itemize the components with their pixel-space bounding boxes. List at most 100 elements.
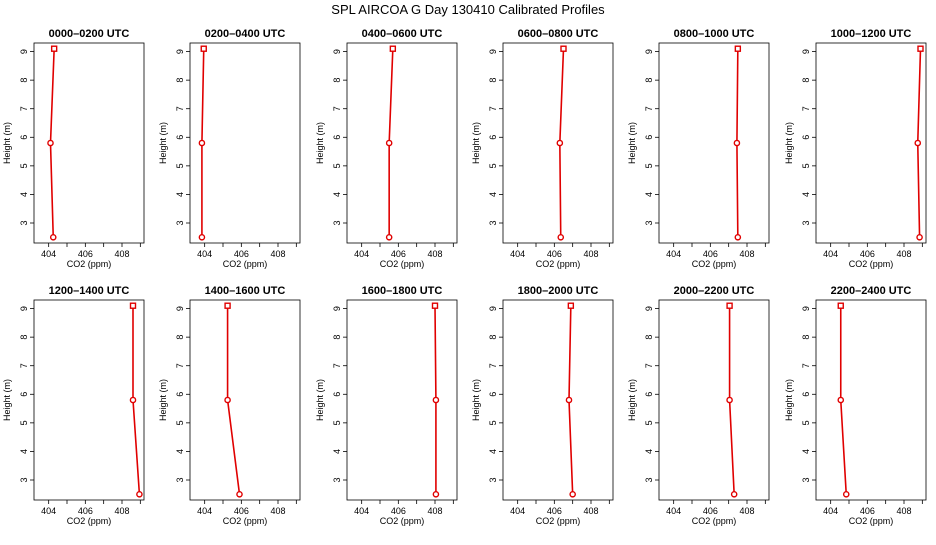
x-axis-label: CO2 (ppm)	[692, 516, 737, 526]
y-tick-label: 6	[644, 392, 654, 397]
y-tick-label: 6	[801, 135, 811, 140]
y-axis-label: Height (m)	[315, 122, 325, 164]
y-tick-label: 6	[488, 135, 498, 140]
data-point	[385, 139, 393, 147]
plot-frame	[33, 299, 145, 501]
panel-title: 0600–0800 UTC	[518, 28, 599, 40]
y-tick-label: 9	[332, 306, 342, 311]
y-tick-label: 5	[175, 420, 185, 425]
panel-title: 1000–1200 UTC	[831, 28, 912, 40]
y-tick-label: 8	[488, 78, 498, 83]
y-tick-label: 6	[175, 392, 185, 397]
y-tick-label: 5	[488, 163, 498, 168]
y-tick-label: 8	[332, 78, 342, 83]
y-tick-label: 4	[801, 192, 811, 197]
y-tick-label: 5	[801, 420, 811, 425]
plot-frame	[502, 299, 614, 501]
y-tick-label: 8	[644, 78, 654, 83]
x-tick-label: 408	[739, 506, 754, 516]
y-tick-label: 3	[19, 477, 29, 482]
x-tick-label: 404	[823, 249, 838, 259]
data-point	[914, 139, 922, 147]
panel-title: 2200–2400 UTC	[831, 285, 912, 297]
data-point	[200, 45, 207, 52]
y-tick-label: 4	[488, 192, 498, 197]
data-point	[726, 302, 733, 309]
x-tick-label: 404	[666, 249, 681, 259]
y-tick-label: 4	[19, 192, 29, 197]
y-tick-label: 8	[332, 335, 342, 340]
x-tick-label: 406	[860, 506, 875, 516]
y-tick-label: 4	[644, 192, 654, 197]
y-tick-label: 3	[644, 477, 654, 482]
y-tick-label: 9	[175, 306, 185, 311]
y-axis-label: Height (m)	[784, 122, 794, 164]
y-tick-label: 3	[175, 220, 185, 225]
data-point	[47, 139, 54, 147]
y-tick-label: 4	[175, 192, 185, 197]
y-tick-label: 7	[332, 106, 342, 111]
y-axis-label: Height (m)	[471, 379, 481, 421]
panel-10: 1800–2000 UTC 404 406 408 3 4 5 6 7 8 9 CO2 (ppm) He…	[471, 285, 614, 526]
y-tick-label: 5	[332, 163, 342, 168]
y-tick-label: 6	[19, 392, 29, 397]
y-tick-label: 6	[332, 392, 342, 397]
data-point	[842, 490, 850, 498]
x-tick-label: 406	[547, 506, 562, 516]
data-point	[916, 233, 923, 241]
x-axis-label: CO2 (ppm)	[380, 516, 425, 526]
data-point	[50, 45, 58, 52]
y-tick-label: 7	[19, 106, 29, 111]
y-tick-label: 3	[175, 477, 185, 482]
y-axis-label: Height (m)	[784, 379, 794, 421]
panel-11: 2000–2200 UTC 404 406 408 3 4 5 6 7 8 9 CO2 (ppm) He…	[627, 285, 770, 526]
data-point	[224, 396, 231, 404]
x-tick-label: 406	[78, 249, 93, 259]
x-axis-label: CO2 (ppm)	[536, 516, 581, 526]
x-tick-label: 404	[510, 506, 525, 516]
y-tick-label: 7	[801, 363, 811, 368]
x-axis-label: CO2 (ppm)	[692, 259, 737, 269]
y-tick-label: 5	[488, 420, 498, 425]
data-point	[837, 302, 844, 309]
y-tick-label: 9	[801, 49, 811, 54]
x-tick-label: 404	[354, 506, 369, 516]
panel-1: 0000–0200 UTC 404 406 408 3 4 5 6 7 8 9 CO2 (ppm) He…	[2, 28, 145, 269]
data-point	[389, 45, 397, 52]
data-point	[730, 490, 738, 498]
x-tick-label: 408	[270, 249, 285, 259]
y-tick-label: 3	[19, 220, 29, 225]
x-axis-label: CO2 (ppm)	[380, 259, 425, 269]
x-tick-label: 406	[547, 249, 562, 259]
data-point	[236, 490, 243, 498]
y-axis-label: Height (m)	[2, 379, 12, 421]
panel-title: 0200–0400 UTC	[205, 28, 286, 40]
x-tick-label: 404	[823, 506, 838, 516]
y-tick-label: 9	[801, 306, 811, 311]
x-tick-label: 408	[896, 506, 911, 516]
panel-title: 1800–2000 UTC	[518, 285, 599, 297]
y-tick-label: 5	[644, 420, 654, 425]
x-tick-label: 408	[427, 249, 442, 259]
plot-frame	[815, 299, 927, 501]
y-tick-label: 4	[801, 449, 811, 454]
x-axis-label: CO2 (ppm)	[849, 516, 894, 526]
data-point	[733, 139, 741, 147]
plot-frame	[346, 42, 458, 244]
plot-frame	[658, 42, 770, 244]
x-tick-label: 404	[197, 506, 212, 516]
y-axis-label: Height (m)	[158, 122, 168, 164]
data-point	[917, 45, 924, 52]
y-tick-label: 9	[332, 49, 342, 54]
main-title: SPL AIRCOA G Day 130410 Calibrated Profi…	[331, 2, 605, 17]
panel-6: 1000–1200 UTC 404 406 408 3 4 5 6 7 8 9 CO2 (ppm) He…	[784, 28, 927, 269]
panel-3: 0400–0600 UTC 404 406 408 3 4 5 6 7 8 9 CO2 (ppm) He…	[315, 28, 458, 269]
y-tick-label: 6	[332, 135, 342, 140]
data-point	[432, 396, 440, 404]
data-point	[565, 396, 573, 404]
x-tick-label: 406	[234, 249, 249, 259]
y-tick-label: 6	[175, 135, 185, 140]
panel-12: 2200–2400 UTC 404 406 408 3 4 5 6 7 8 9 CO2 (ppm) He…	[784, 285, 927, 526]
y-tick-label: 4	[19, 449, 29, 454]
y-axis-label: Height (m)	[471, 122, 481, 164]
